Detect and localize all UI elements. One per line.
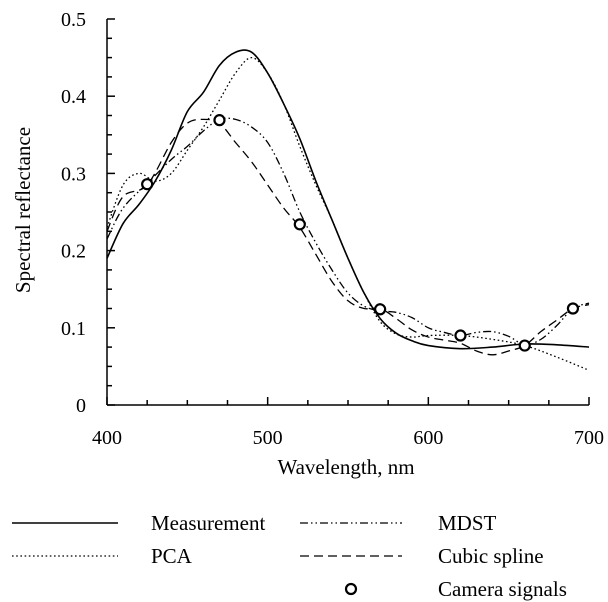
y-tick-label: 0.2 xyxy=(61,241,86,263)
legend: Measurement MDST PCA Cubic spline Camera sig… xyxy=(12,511,567,601)
x-axis-ticks: 400 500 600 700 xyxy=(92,397,604,449)
legend-label: MDST xyxy=(438,511,497,535)
series-line-pca xyxy=(106,56,590,371)
y-tick-label: 0.1 xyxy=(61,318,86,340)
camera-signal-marker xyxy=(454,329,467,342)
camera-signal-markers xyxy=(141,114,580,352)
x-tick-label: 600 xyxy=(413,427,443,449)
legend-label: PCA xyxy=(151,544,193,568)
y-tick-label: 0.5 xyxy=(61,9,86,31)
x-axis-title: Wavelength, nm xyxy=(277,455,414,479)
camera-signal-marker xyxy=(141,178,154,191)
y-axis-title: Spectral reflectance xyxy=(11,127,35,293)
series-layer xyxy=(106,49,590,371)
camera-signal-marker xyxy=(213,114,226,127)
y-tick-label: 0 xyxy=(76,395,86,417)
y-tick-label: 0.4 xyxy=(61,86,86,108)
legend-marker-camera-signals xyxy=(344,582,358,596)
series-line-mdst xyxy=(106,117,590,346)
camera-signal-marker xyxy=(293,218,306,231)
x-tick-label: 700 xyxy=(574,427,604,449)
legend-label: Measurement xyxy=(151,511,265,535)
camera-signal-marker xyxy=(518,339,531,352)
x-tick-label: 400 xyxy=(92,427,122,449)
y-tick-label: 0.3 xyxy=(61,163,86,185)
camera-signal-marker xyxy=(374,303,387,316)
y-axis-ticks: 0 0.1 0.2 0.3 0.4 0.5 xyxy=(61,9,115,417)
series-line-measurement xyxy=(106,49,590,350)
plot-area xyxy=(106,19,589,406)
legend-label: Cubic spline xyxy=(438,544,544,568)
legend-label: Camera signals xyxy=(438,577,567,601)
series-line-cubic-spline xyxy=(106,118,590,356)
camera-signal-marker xyxy=(566,302,580,315)
x-tick-label: 500 xyxy=(253,427,283,449)
